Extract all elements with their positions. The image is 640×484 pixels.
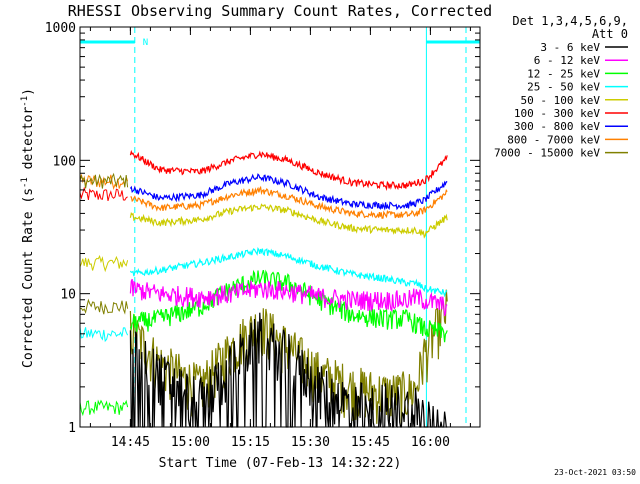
legend-label-1: 6 - 12 keV [534, 54, 601, 67]
y-axis-label-mid: detector [21, 107, 36, 178]
legend-label-6: 300 - 800 keV [514, 120, 600, 133]
y-axis-label-sup2: -1 [20, 96, 30, 107]
night-series-5 [79, 327, 129, 343]
x-tick-label-5: 16:00 [411, 435, 450, 450]
chart-title: RHESSI Observing Summary Count Rates, Co… [68, 2, 492, 20]
series-line-6 [129, 173, 448, 211]
y-axis-label: Corrected Count Rate (s-1 detector-1) [20, 88, 36, 368]
x-tick-label-0: 14:45 [111, 435, 150, 450]
legend-header-1: Det 1,3,4,5,6,9, [512, 14, 628, 28]
series-line-0 [129, 312, 448, 429]
x-axis: 14:45 15:00 15:15 15:30 15:45 16:00 [89, 27, 471, 450]
legend-label-0: 3 - 6 keV [540, 41, 600, 54]
night-series-0 [79, 186, 128, 202]
night-label-0: N [143, 38, 148, 48]
x-tick-label-1: 15:00 [171, 435, 210, 450]
legend-label-8: 7000 - 15000 keV [494, 147, 600, 160]
y-tick-label-1: 10 [60, 288, 76, 303]
night-series-6 [79, 399, 129, 417]
x-tick-label-2: 15:15 [231, 435, 270, 450]
y-tick-label-0: 1 [68, 421, 76, 436]
legend-label-5: 100 - 300 keV [514, 107, 600, 120]
y-axis-label-main: Corrected Count Rate (s [21, 188, 36, 368]
y-tick-label-2: 100 [53, 154, 76, 169]
legend-label-4: 50 - 100 keV [521, 94, 601, 107]
series-line-7 [130, 185, 448, 219]
plot-area: N [79, 27, 480, 429]
x-axis-label: Start Time (07-Feb-13 14:32:22) [159, 456, 402, 471]
y-axis: 1 10 100 1000 [45, 21, 480, 436]
series-line-2 [129, 269, 448, 343]
series-line-5 [129, 149, 448, 191]
legend-header-2: Att 0 [592, 27, 628, 41]
night-series-1 [79, 174, 129, 191]
x-tick-label-3: 15:30 [291, 435, 330, 450]
night-series-2 [79, 172, 129, 189]
night-series-4 [79, 298, 129, 315]
legend-label-2: 12 - 25 keV [527, 67, 600, 80]
series-line-4 [129, 203, 448, 239]
y-axis-label-end: ) [21, 88, 36, 96]
legend-label-7: 800 - 7000 keV [507, 133, 600, 146]
series-line-1 [129, 278, 448, 317]
x-tick-label-4: 15:45 [351, 435, 390, 450]
legend-label-3: 25 - 50 keV [527, 81, 600, 94]
plot-frame [79, 26, 481, 428]
date-stamp: 23-Oct-2021 03:50 [554, 468, 636, 477]
night-series-3 [79, 254, 129, 273]
y-axis-label-sup1: -1 [20, 177, 30, 188]
series-line-3 [129, 247, 448, 298]
y-tick-label-3: 1000 [45, 21, 76, 36]
